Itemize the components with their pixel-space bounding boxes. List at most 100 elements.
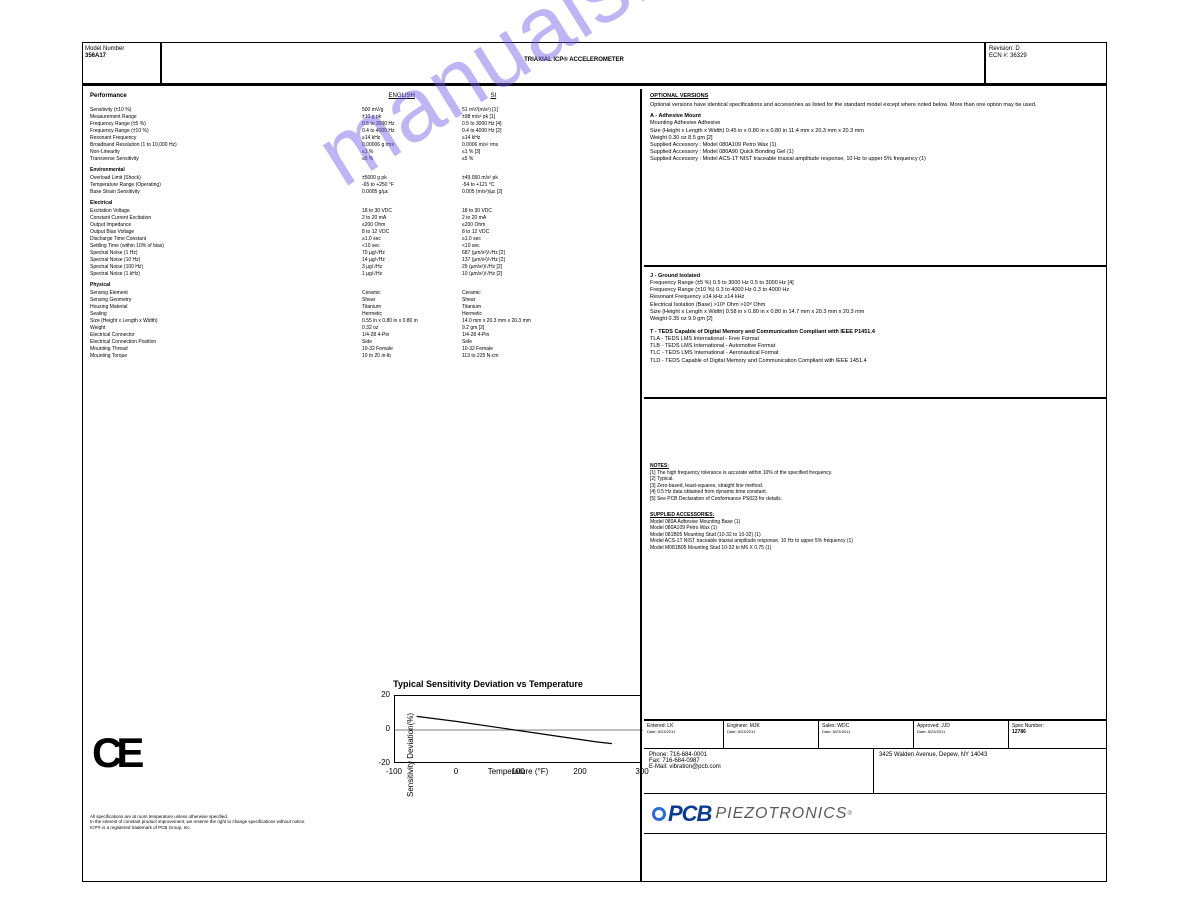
spec-col-headers: Performance ENGLISH SI xyxy=(82,89,642,103)
logo-icon xyxy=(652,807,666,821)
model-label: Model Number xyxy=(85,46,157,53)
spec-row: ±98 m/s² pk [1] xyxy=(462,114,627,121)
spec-row: 18 to 30 VDC xyxy=(462,208,627,215)
list-item: TLB - TEDS LMS International - Automotiv… xyxy=(650,343,1101,350)
list-item: Supplied Accessory : Model 080A90 Quick … xyxy=(650,149,1101,156)
spec-row: Base Strain Sensitivity xyxy=(90,189,255,196)
spec-row: ≤1 % [3] xyxy=(462,149,627,156)
spec-row: Resonant Frequency xyxy=(90,135,255,142)
doc-title: TRIAXIAL ICP® ACCELEROMETER xyxy=(170,57,978,64)
spec-row: ≥1.0 sec xyxy=(462,236,627,243)
spec-row: ±49,050 m/s² pk xyxy=(462,175,627,182)
spec-row: Ceramic xyxy=(462,290,627,297)
option-j-box: J - Ground Isolated Frequency Range (±5 … xyxy=(644,269,1107,399)
spec-row: ≤200 Ohm xyxy=(462,222,627,229)
chart-plot-area xyxy=(394,695,642,763)
spec-pane: Performance ENGLISH SI Sensitivity (±10 … xyxy=(82,89,642,882)
spec-row: Spectral Noise (10 Hz) xyxy=(90,257,255,264)
tb-phone-cell: Phone: 716-684-0001 Fax: 716-684-0987 E-… xyxy=(644,749,874,793)
spec-row: 29 (µm/s²)/√Hz [2] xyxy=(462,264,627,271)
ecn-label: ECN #: 36329 xyxy=(989,53,1104,60)
spec-row: 0.0006 m/s² rms xyxy=(462,142,627,149)
chart-xlabel: Temperature (°F) xyxy=(394,767,642,776)
list-item: Model M081B05 Mounting Stud 10-32 to M6 … xyxy=(650,545,1101,552)
spec-row: Mounting Torque xyxy=(90,353,255,360)
list-item: Size (Height x Length x Width) 0.58 in x… xyxy=(650,309,1101,316)
spec-row: 10-32 Female xyxy=(462,346,627,353)
tb-approved: Approved: JJD Date: 8/23/2011 xyxy=(914,721,1009,748)
header-rev-cell: Revision: D ECN #: 36329 xyxy=(984,42,1107,86)
list-item: Weight 0.30 oz 8.5 gm [2] xyxy=(650,135,1101,142)
spec-row: Size (Height x Length x Width) xyxy=(90,318,255,325)
spec-row: Settling Time (within 10% of bias) xyxy=(90,243,255,250)
option-a-lines: Mounting Adhesive AdhesiveSize (Height x… xyxy=(650,120,1101,163)
spec-row: 51 mV/(m/s²) [1] xyxy=(462,107,627,114)
option-j-header: J - Ground Isolated xyxy=(650,273,1101,280)
chart-title: Typical Sensitivity Deviation vs Tempera… xyxy=(334,679,642,689)
option-a-header: A - Adhesive Mount xyxy=(650,113,1101,120)
logo-pcb: PCB xyxy=(668,801,711,827)
titleblock-contact: Phone: 716-684-0001 Fax: 716-684-0987 E-… xyxy=(644,749,1107,794)
spec-row: Temperature Range (Operating) xyxy=(90,182,255,189)
spec-row: Electrical Connector xyxy=(90,332,255,339)
spec-row: Hermetic xyxy=(462,311,627,318)
tb-address-cell: 3425 Walden Avenue, Depew, NY 14043 xyxy=(874,749,1107,793)
spec-row: -54 to +121 °C xyxy=(462,182,627,189)
logo-piezotronics: PIEZOTRONICS xyxy=(715,805,847,823)
spec-row: 1/4-28 4-Pin xyxy=(462,332,627,339)
chart-ytick: 0 xyxy=(368,724,390,733)
spec-row: Transverse Sensitivity xyxy=(90,156,255,163)
spec-label-column: Sensitivity (±10 %)Measurement RangeFreq… xyxy=(90,107,255,360)
spec-row: Excitation Voltage xyxy=(90,208,255,215)
titleblock-footer xyxy=(644,834,1107,882)
spec-row: 10 (µm/s²)/√Hz [2] xyxy=(462,271,627,278)
title-block: Entered: LK Date: 8/23/2011 Engineer: MJ… xyxy=(644,719,1107,882)
spec-row: 137 (µm/s²)/√Hz [2] xyxy=(462,257,627,264)
tb-specnum: Spec Number: 12786 xyxy=(1009,721,1107,748)
list-item: Resonant Frequency ≥14 kHz ≥14 kHz xyxy=(650,294,1101,301)
list-item: Supplied Accessory : Model ACS-1T NIST t… xyxy=(650,156,1101,163)
header-title-cell: TRIAXIAL ICP® ACCELEROMETER xyxy=(164,42,984,86)
option-t-header: T - TEDS Capable of Digital Memory and C… xyxy=(650,329,1101,336)
spec-row: 9.2 gm [2] xyxy=(462,325,627,332)
spec-row: Sensing Element xyxy=(90,290,255,297)
spec-row: Frequency Range (±10 %) xyxy=(90,128,255,135)
model-number: 356A17 xyxy=(85,53,157,60)
optional-versions-header: OPTIONAL VERSIONS xyxy=(650,93,1101,100)
spec-row: Mounting Thread xyxy=(90,346,255,353)
logo-tm: ® xyxy=(847,811,851,817)
list-item: Electrical Isolation (Base) >10⁸ Ohm >10… xyxy=(650,302,1101,309)
titleblock-signatures: Entered: LK Date: 8/23/2011 Engineer: MJ… xyxy=(644,719,1107,749)
chart-ytick: -20 xyxy=(368,758,390,767)
optional-versions-box: OPTIONAL VERSIONS Optional versions have… xyxy=(644,89,1107,267)
spec-row: Weight xyxy=(90,325,255,332)
spec-row: Sensitivity (±10 %) xyxy=(90,107,255,114)
spec-row: Output Bias Voltage xyxy=(90,229,255,236)
spec-row: 687 (µm/s²)/√Hz [2] xyxy=(462,250,627,257)
spec-row: Frequency Range (±5 %) xyxy=(90,121,255,128)
list-item: Size (Height x Length x Width) 0.45 in x… xyxy=(650,128,1101,135)
list-item: Supplied Accessory : Model 080A109 Petro… xyxy=(650,142,1101,149)
list-item: TLC - TEDS LMS International - Aeronauti… xyxy=(650,350,1101,357)
supplied-lines: Model 080A Adhesive Mounting Base (1)Mod… xyxy=(650,519,1101,552)
spec-row: Measurement Range xyxy=(90,114,255,121)
spec-row: 113 to 225 N-cm xyxy=(462,353,627,360)
spec-row: Broadband Resolution (1 to 10,000 Hz) xyxy=(90,142,255,149)
spec-row: Side xyxy=(462,339,627,346)
spec-row: Constant Current Excitation xyxy=(90,215,255,222)
list-item: TLA - TEDS LMS International - Free Form… xyxy=(650,336,1101,343)
footnotes: All specifications are at room temperatu… xyxy=(90,814,630,830)
spec-si-column: 51 mV/(m/s²) [1]±98 m/s² pk [1]0.5 to 30… xyxy=(462,107,627,360)
tb-engineer: Engineer: MJK Date: 8/23/2011 xyxy=(724,721,819,748)
ce-mark: CE xyxy=(92,729,138,777)
header-strip: Model Number 356A17 TRIAXIAL ICP® ACCELE… xyxy=(82,42,1107,86)
tb-entered: Entered: LK Date: 8/23/2011 xyxy=(644,721,724,748)
spec-row: Housing Material xyxy=(90,304,255,311)
spec-row: Electrical Connection Position xyxy=(90,339,255,346)
tb-sales: Sales: WDC Date: 8/23/2011 xyxy=(819,721,914,748)
header-model-cell: Model Number 356A17 xyxy=(82,42,162,86)
option-j-lines: Frequency Range (±5 %) 0.5 to 3000 Hz 0.… xyxy=(650,280,1101,323)
list-item: Frequency Range (±10 %) 0.3 to 4000 Hz 0… xyxy=(650,287,1101,294)
chart-ytick: 20 xyxy=(368,690,390,699)
spec-row: Spectral Noise (1 Hz) xyxy=(90,250,255,257)
